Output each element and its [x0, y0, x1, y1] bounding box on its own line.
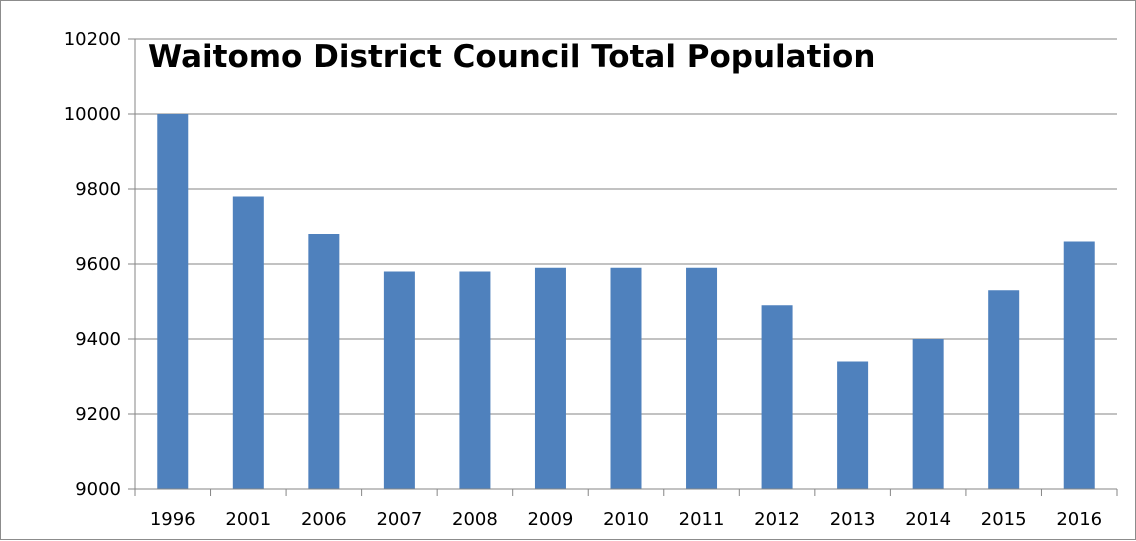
bar-2011 — [686, 267, 718, 489]
bar-2010 — [610, 267, 642, 489]
x-tick-label: 1996 — [150, 509, 196, 530]
bar-2008 — [459, 271, 491, 489]
x-tick-label: 2007 — [376, 509, 422, 530]
y-tick-label: 10200 — [64, 29, 121, 50]
x-tick-label: 2010 — [603, 509, 649, 530]
y-tick-label: 10000 — [64, 104, 121, 125]
bar-2015 — [988, 290, 1020, 489]
y-tick-label: 9600 — [75, 254, 121, 275]
x-tick-label: 2016 — [1056, 509, 1102, 530]
bar-2013 — [837, 361, 869, 489]
gridlines — [135, 38, 1117, 415]
bar-2007 — [383, 271, 415, 489]
x-tick-label: 2008 — [452, 509, 498, 530]
x-tick-labels: 1996 2001 2006 2007 2008 2009 2010 2011 2012 2013… — [150, 509, 1102, 530]
x-tick-label: 2014 — [905, 509, 951, 530]
chart-title: Waitomo District Council Total Populatio… — [148, 39, 875, 75]
x-tick-label: 2015 — [981, 509, 1027, 530]
bar-2016 — [1063, 241, 1095, 489]
bar-2006 — [308, 234, 340, 489]
y-tick-label: 9200 — [75, 404, 121, 425]
bar-2012 — [761, 305, 793, 489]
bar-2009 — [534, 267, 566, 489]
bar-2001 — [232, 196, 264, 489]
x-tick-label: 2001 — [225, 509, 271, 530]
bar-2014 — [912, 339, 944, 489]
bar-1996 — [157, 114, 189, 489]
y-tick-label: 9000 — [75, 479, 121, 500]
y-tick-labels: 9000 9200 9400 9600 9800 10000 10200 — [64, 29, 121, 500]
bars — [157, 114, 1095, 489]
y-tick-label: 9800 — [75, 179, 121, 200]
x-tick-label: 2009 — [528, 509, 574, 530]
y-tick-label: 9400 — [75, 329, 121, 350]
x-tick-label: 2013 — [830, 509, 876, 530]
axes — [128, 38, 1118, 496]
x-tick-label: 2006 — [301, 509, 347, 530]
x-tick-label: 2011 — [679, 509, 725, 530]
x-tick-label: 2012 — [754, 509, 800, 530]
